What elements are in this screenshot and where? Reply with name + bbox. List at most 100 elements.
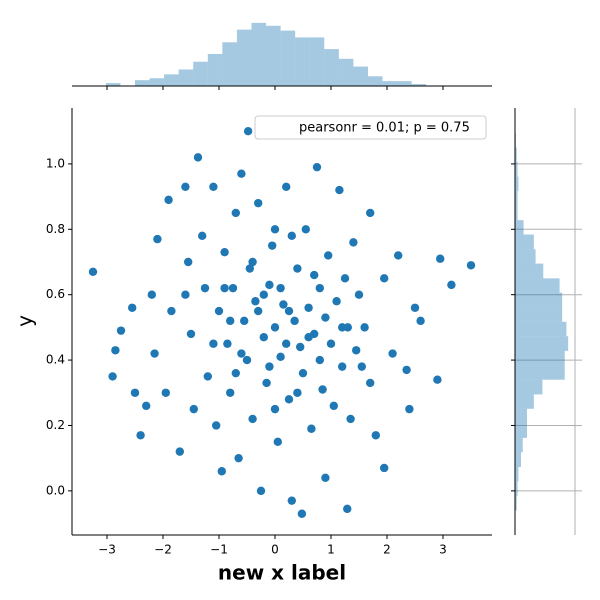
histogram-bar [193, 61, 208, 86]
scatter-point [296, 342, 305, 352]
scatter-point [346, 414, 355, 424]
scatter-point [349, 238, 358, 247]
scatter-point [237, 349, 246, 358]
scatter-point [234, 453, 243, 463]
scatter-point [164, 195, 173, 205]
histogram-bar [105, 83, 121, 86]
scatter-point [108, 372, 117, 381]
scatter-point [251, 297, 260, 306]
histogram-bar [515, 350, 565, 366]
histogram-bar [251, 22, 267, 86]
scatter-point [360, 323, 369, 332]
scatter-point [402, 365, 411, 375]
x-tick-label: 1 [327, 543, 335, 557]
scatter-point [293, 388, 302, 397]
scatter-point [329, 401, 338, 411]
scatter-point [203, 372, 212, 381]
scatter-point [380, 463, 389, 473]
histogram-bar [515, 365, 565, 380]
histogram-bar [515, 307, 563, 322]
scatter-point [259, 290, 268, 299]
histogram-bar [236, 29, 252, 86]
scatter-point [298, 368, 308, 378]
scatter-point [270, 323, 280, 332]
x-tick-label: −1 [210, 543, 228, 557]
histogram-bar [397, 81, 412, 86]
scatter-point [279, 300, 288, 309]
histogram-bar [515, 466, 519, 482]
scatter-point [312, 162, 322, 172]
scatter-point [338, 362, 347, 371]
scatter-point [335, 185, 344, 195]
scatter-point [304, 303, 313, 312]
scatter-point [290, 316, 299, 326]
scatter-point [226, 316, 235, 326]
scatter-point [270, 225, 280, 234]
histogram-bar [353, 66, 368, 86]
scatter-point [388, 349, 397, 358]
scatter-point [273, 437, 282, 447]
scatter-point [343, 504, 352, 514]
scatter-point [130, 388, 140, 397]
scatter-point [200, 283, 210, 293]
scatter-point [366, 378, 375, 388]
scatter-point [243, 127, 253, 136]
x-tick-label: 0 [271, 543, 279, 557]
scatter-point [357, 362, 366, 371]
y-tick-label: 0.0 [46, 483, 65, 497]
histogram-bar [515, 234, 534, 250]
scatter-point [228, 283, 238, 293]
scatter-point [220, 283, 229, 293]
scatter-point [436, 254, 445, 263]
histogram-bar [515, 263, 544, 279]
scatter-point [287, 496, 296, 505]
histogram-bar [382, 81, 398, 86]
scatter-point [276, 352, 285, 362]
histogram-bar [515, 292, 563, 308]
scatter-point [209, 339, 218, 348]
histogram-bar [515, 191, 518, 206]
y-tick-label: 0.4 [46, 353, 65, 367]
scatter-point [265, 280, 274, 290]
scatter-point [276, 283, 285, 293]
histogram-bar [515, 336, 569, 351]
x-tick-label: 3 [439, 543, 447, 557]
histogram-bar [515, 379, 543, 395]
histogram-bar [295, 37, 310, 86]
histogram-bar [515, 394, 534, 409]
scatter-point [284, 395, 294, 404]
scatter-point [248, 414, 257, 424]
scatter-point [315, 355, 324, 365]
scatter-point [371, 431, 380, 440]
scatter-point [175, 447, 184, 456]
histogram-bar [178, 69, 194, 86]
x-axis-label: new x label [218, 561, 346, 585]
histogram-bar [515, 205, 518, 221]
histogram-bar [515, 481, 518, 497]
scatter-point [405, 404, 414, 414]
scatter-point [321, 313, 330, 322]
y-axis-label: y [13, 315, 37, 327]
histogram-bar [515, 452, 521, 467]
scatter-point [181, 290, 190, 299]
histogram-bar [338, 58, 354, 86]
scatter-point [231, 208, 240, 218]
scatter-point [214, 306, 224, 316]
scatter-point [433, 375, 442, 384]
scatter-point [352, 346, 361, 355]
scatter-point [142, 401, 151, 411]
scatter-point [217, 467, 226, 476]
scatter-point [297, 509, 307, 518]
x-tick-label: −3 [98, 543, 116, 557]
scatter-point [338, 323, 347, 332]
y-tick-label: 0.6 [46, 287, 65, 301]
scatter-point [245, 264, 254, 273]
histogram-bar [515, 161, 518, 177]
histogram-bar [515, 147, 517, 162]
scatter-point [366, 208, 375, 218]
scatter-point [209, 182, 218, 191]
scatter-point [293, 264, 302, 273]
scatter-point [167, 306, 176, 316]
scatter-point [88, 267, 98, 277]
